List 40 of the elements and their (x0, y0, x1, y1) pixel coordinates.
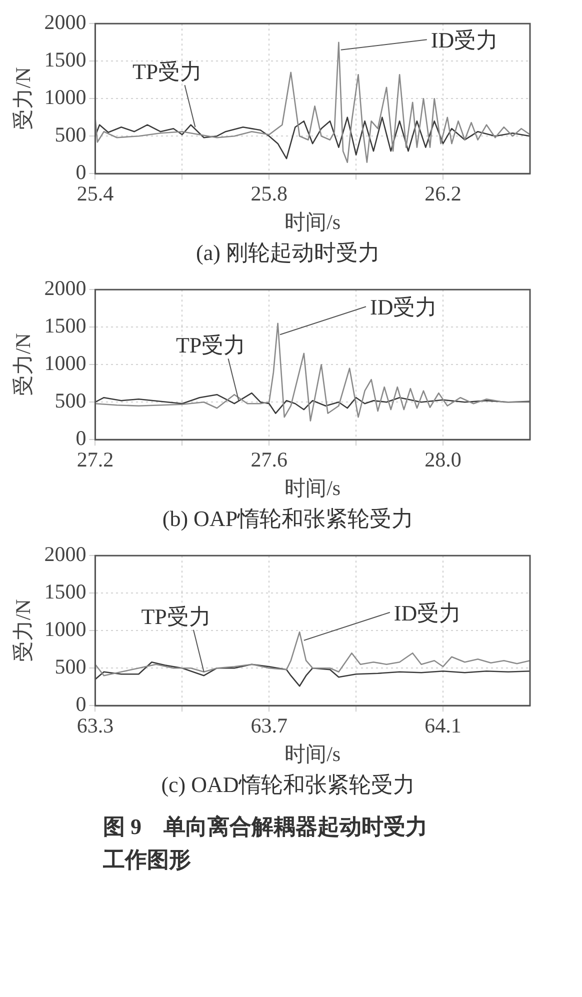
annotation: TP受力 (141, 604, 211, 629)
y-tick-label: 1000 (44, 617, 86, 642)
y-tick-label: 0 (76, 426, 86, 450)
y-axis-title: 受力/N (11, 333, 36, 396)
text: (a) 刚轮起动时受力 (195, 239, 381, 267)
y-axis-title: 受力/N (11, 67, 36, 130)
x-tick-label: 63.7 (250, 714, 288, 738)
x-tick-label: 25.8 (250, 182, 288, 206)
annotation: TP受力 (176, 332, 246, 358)
y-tick-label: 0 (76, 160, 86, 184)
annotation: ID受力 (370, 294, 438, 320)
annotation: ID受力 (394, 600, 462, 626)
y-tick-label: 1500 (44, 48, 86, 72)
y-tick-label: 0 (76, 692, 86, 716)
y-tick-label: 1000 (44, 351, 86, 376)
text: (b) OAP惰轮和张紧轮受力 (161, 505, 415, 533)
x-axis-title: 时间/s (284, 742, 341, 766)
y-tick-label: 1500 (44, 580, 86, 604)
x-tick-label: 28.0 (424, 448, 462, 472)
x-tick-label: 26.2 (424, 182, 462, 206)
y-tick-label: 1000 (44, 85, 86, 110)
x-axis-title: 时间/s (284, 210, 341, 234)
y-tick-label: 2000 (44, 542, 86, 566)
x-axis-title: 时间/s (284, 476, 341, 500)
x-tick-label: 27.6 (250, 448, 288, 472)
y-tick-label: 1500 (44, 314, 86, 338)
text: (c) OAD惰轮和张紧轮受力 (160, 771, 416, 799)
y-tick-label: 500 (54, 654, 86, 679)
y-tick-label: 500 (54, 388, 86, 413)
y-tick-label: 500 (54, 122, 86, 147)
x-tick-label: 63.3 (76, 714, 114, 738)
y-tick-label: 2000 (44, 10, 86, 34)
x-tick-label: 25.4 (76, 182, 114, 206)
annotation: TP受力 (132, 59, 202, 84)
x-tick-label: 27.2 (76, 448, 114, 472)
y-axis-title: 受力/N (11, 599, 36, 662)
caption: 图 9 单向离合解耦器起动时受力工作图形 (103, 813, 428, 874)
x-tick-label: 64.1 (424, 714, 462, 738)
y-tick-label: 2000 (44, 276, 86, 300)
annotation: ID受力 (430, 28, 498, 53)
